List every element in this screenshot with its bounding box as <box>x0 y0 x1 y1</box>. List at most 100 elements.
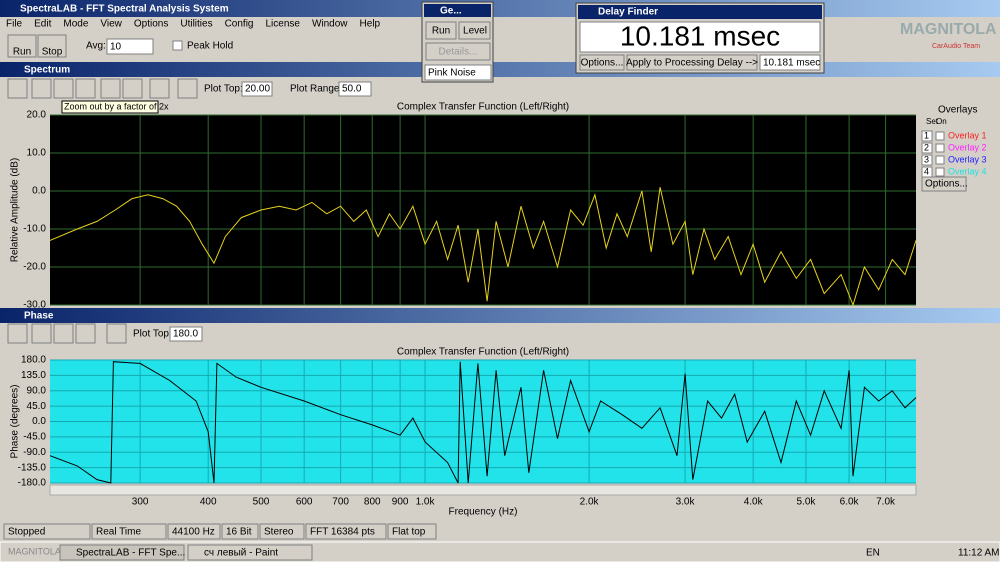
menu-item: Help <box>360 19 381 30</box>
gen-details[interactable] <box>425 42 491 61</box>
generator-title: Ge... <box>440 6 462 17</box>
plot-range-label: Plot Range: <box>290 84 342 95</box>
task-label: SpectraLAB - FFT Spe... <box>76 548 185 559</box>
overlay-set <box>921 154 933 166</box>
phase-title: Phase <box>24 311 54 322</box>
phase-toolbar-icons <box>7 323 127 344</box>
status-text: Flat top <box>392 527 426 538</box>
apply-button[interactable] <box>626 54 758 71</box>
chart-title: Complex Transfer Function (Left/Right) <box>397 102 569 113</box>
set-label: Set <box>926 117 939 126</box>
scrollbar[interactable] <box>49 484 917 496</box>
y-tick-label: 90.0 <box>27 385 47 396</box>
x-tick-label: 700 <box>332 497 349 508</box>
menu-item: Utilities <box>180 19 212 30</box>
menu-item: View <box>100 19 122 30</box>
x-tick-label: 4.0k <box>744 497 764 508</box>
generator-window: Ge... Run Level Details... Pink Noise <box>421 1 494 83</box>
tooltip: Zoom out by a factor of 2x <box>64 101 169 111</box>
phase-chart: Complex Transfer Function (Left/Right) Ph… <box>10 347 917 518</box>
status-cell <box>221 523 259 540</box>
apply-label: Apply to Processing Delay --> <box>626 58 758 69</box>
spectrum-chart: Complex Transfer Function (Left/Right) Re… <box>10 102 917 311</box>
overlay-num: 2 <box>924 142 929 152</box>
overlay-num: 4 <box>924 166 929 176</box>
status-text: 16 Bit <box>226 527 252 538</box>
run-button[interactable] <box>7 34 37 58</box>
chart-title: Complex Transfer Function (Left/Right) <box>397 347 569 358</box>
overlay-name: Overlay 2 <box>948 142 987 152</box>
overlay-num: 1 <box>924 130 929 140</box>
logo: MAGNITOLA <box>900 21 997 38</box>
delay-options[interactable] <box>579 54 625 71</box>
menu-item: File <box>6 19 23 30</box>
overlay-checkbox[interactable] <box>935 167 945 177</box>
y-tick-label: -10.0 <box>23 224 46 235</box>
y-tick-label: -20.0 <box>23 262 46 273</box>
gen-signal-select[interactable] <box>424 64 492 81</box>
data-line <box>49 361 917 484</box>
plot-range-input[interactable] <box>338 81 372 97</box>
gen-run[interactable] <box>425 21 457 40</box>
toolbar-icons <box>7 78 198 99</box>
run-label: Run <box>13 47 31 58</box>
phase-plot-top-input[interactable] <box>169 326 203 342</box>
y-tick-label: -180.0 <box>18 478 47 489</box>
x-tick-label: 5.0k <box>796 497 816 508</box>
status-cell <box>3 523 91 540</box>
y-axis-label: Phase (degrees) <box>10 385 21 459</box>
x-tick-label: 600 <box>296 497 313 508</box>
on-label: On <box>936 117 947 126</box>
phase-plot-top-value: 180.0 <box>173 329 198 340</box>
avg-value: 10 <box>110 42 122 53</box>
task-item[interactable] <box>59 544 185 561</box>
task-item[interactable] <box>187 544 313 561</box>
y-tick-label: 0.0 <box>32 416 46 427</box>
x-tick-label: 2.0k <box>580 497 600 508</box>
gen-run-label: Run <box>432 26 450 37</box>
overlay-checkbox[interactable] <box>935 131 945 141</box>
status-text: Stereo <box>264 527 294 538</box>
delay-value: 10.181 msec <box>620 20 780 51</box>
logo-sub: CarAudio Team <box>932 43 980 50</box>
overlay-set <box>921 130 933 142</box>
phase-titlebar <box>0 308 1000 323</box>
overlay-checkbox[interactable] <box>935 155 945 165</box>
menu-item: Mode <box>63 19 88 30</box>
status-cell <box>167 523 221 540</box>
status-text: FFT 16384 pts <box>310 527 375 538</box>
task-label: сч левый - Paint <box>204 548 278 559</box>
y-tick-label: 45.0 <box>27 401 47 412</box>
gen-details-label: Details... <box>439 47 478 58</box>
plot-top-input[interactable] <box>241 81 273 97</box>
menu-item: Config <box>225 19 254 30</box>
spectrum-title: Spectrum <box>24 65 70 76</box>
x-tick-label: 6.0k <box>840 497 860 508</box>
x-tick-label: 300 <box>132 497 149 508</box>
peak-hold-checkbox[interactable] <box>172 40 183 51</box>
plot-top-value: 20.00 <box>245 84 270 95</box>
x-tick-label: 7.0k <box>876 497 896 508</box>
data-line <box>49 187 917 307</box>
x-axis-label: Frequency (Hz) <box>449 507 518 518</box>
x-tick-label: 500 <box>253 497 270 508</box>
overlay-checkbox[interactable] <box>935 143 945 153</box>
stop-label: Stop <box>42 47 63 58</box>
y-tick-label: -90.0 <box>23 447 46 458</box>
y-tick-label: -135.0 <box>18 462 47 473</box>
gen-level[interactable] <box>458 21 491 40</box>
avg-select[interactable] <box>106 38 154 55</box>
overlay-name: Overlay 3 <box>948 154 987 164</box>
status-cell <box>387 523 437 540</box>
stop-button[interactable] <box>37 34 67 58</box>
overlay-options[interactable] <box>921 176 967 192</box>
x-tick-label: 900 <box>392 497 409 508</box>
plot-top-label: Plot Top: <box>204 84 243 95</box>
overlay-set <box>921 142 933 154</box>
status-text: Stopped <box>8 527 45 538</box>
overlay-name: Overlay 1 <box>948 130 987 140</box>
menu-item: Edit <box>34 19 51 30</box>
status-text: 44100 Hz <box>172 527 215 538</box>
